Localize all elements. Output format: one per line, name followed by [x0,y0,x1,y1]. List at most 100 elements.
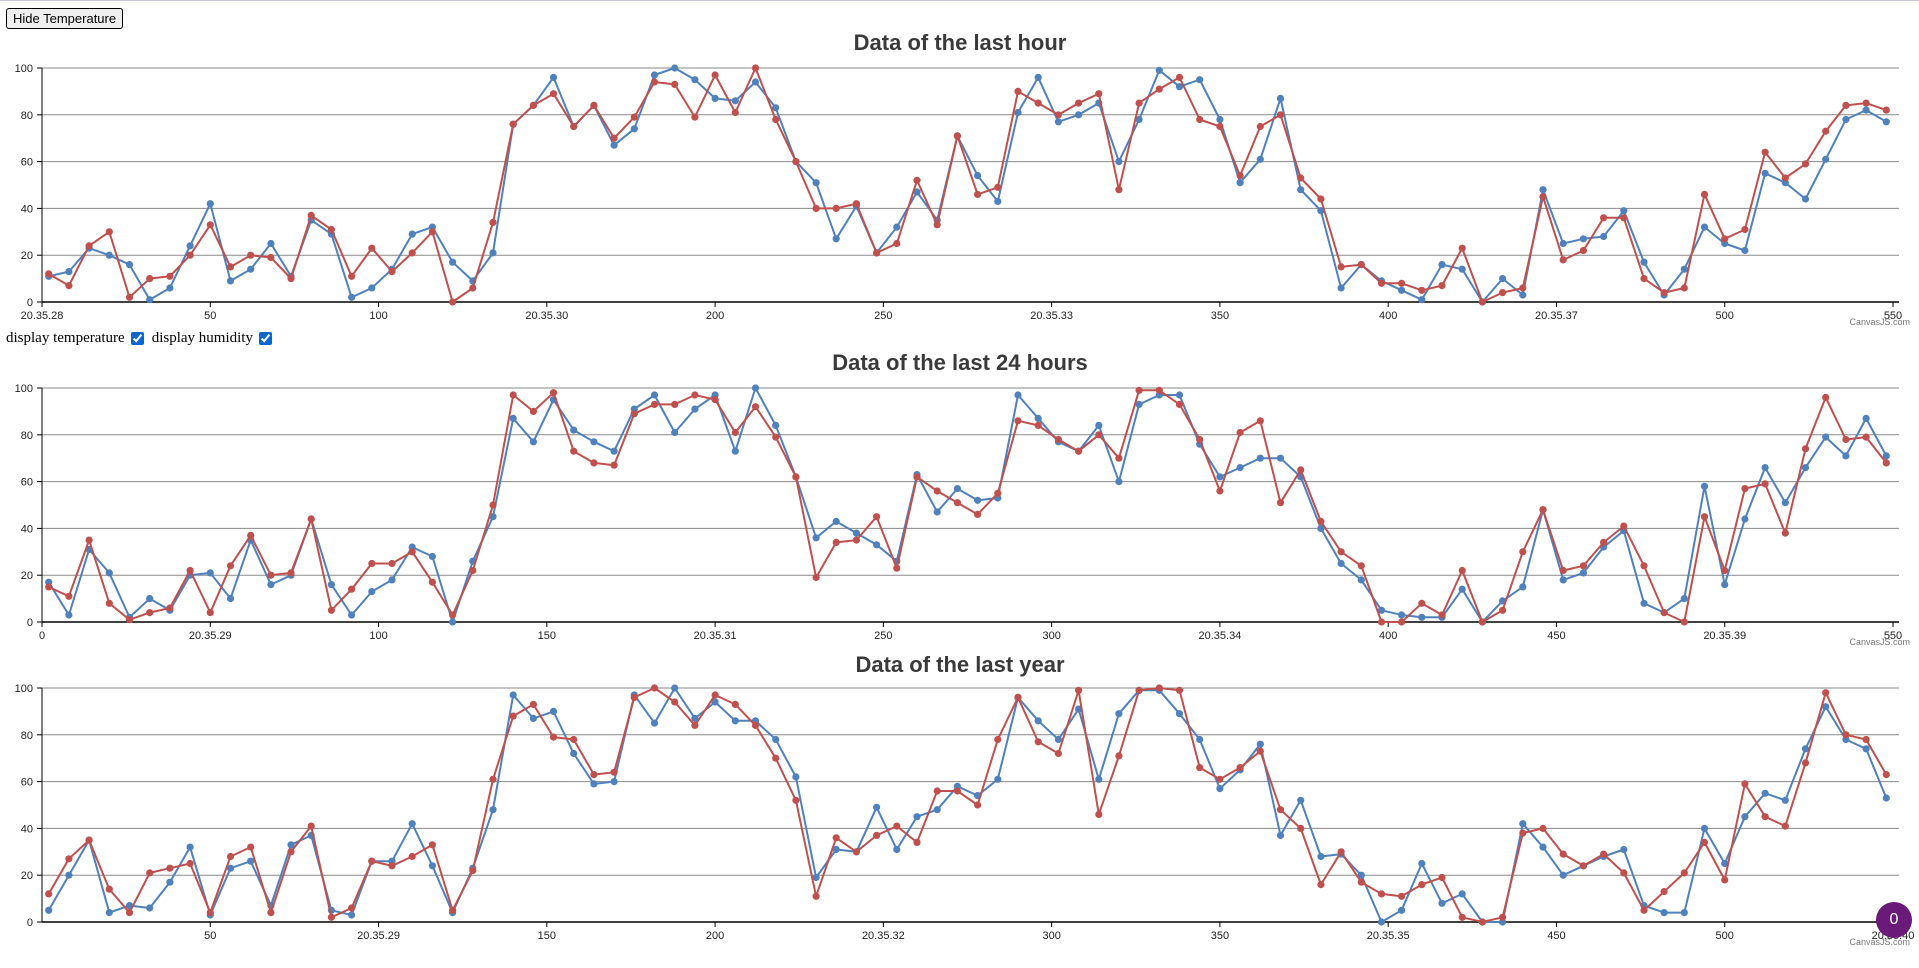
data-point [974,190,982,198]
data-point [792,773,800,781]
series-line-1 [48,67,1887,303]
data-point [1398,286,1406,294]
x-tick-label: 450 [1547,930,1565,942]
data-point [711,71,719,79]
data-point [1256,740,1264,748]
data-point [1882,794,1890,802]
data-point [469,284,477,292]
data-point [1135,99,1143,107]
data-point [933,221,941,229]
data-point [1317,852,1325,861]
data-point [1519,284,1527,292]
data-point [449,906,457,914]
data-point [1014,417,1022,425]
data-point [1822,155,1830,163]
data-point [1014,693,1022,701]
data-point [287,275,295,283]
data-point [1842,452,1850,460]
data-point [772,421,780,429]
data-point [509,691,517,699]
data-point [1276,831,1285,839]
data-point [186,843,194,851]
series-line-1 [48,389,1888,623]
data-point [610,447,618,455]
data-point [1297,174,1305,182]
data-point [267,253,275,262]
data-point [449,258,457,266]
x-tick-label: 50 [204,930,216,942]
data-point [852,536,861,544]
data-point [1297,466,1305,474]
data-point [1761,813,1769,821]
data-point [105,569,113,577]
data-point [671,64,679,72]
data-point [105,599,113,607]
data-point [348,585,356,593]
data-point [893,845,901,854]
data-point [388,559,396,568]
data-point [994,183,1002,191]
chart-title: Data of the last 24 hours [832,350,1088,375]
data-point [1700,838,1709,846]
data-point [893,564,901,572]
x-tick-label: 100 [369,310,387,322]
data-point [247,265,255,273]
data-point [1014,87,1022,95]
data-point [65,871,73,879]
data-point [1034,717,1042,725]
display-humidity-label: display humidity [151,330,253,346]
data-point [1095,775,1103,783]
data-point [1458,890,1466,898]
data-point [1297,796,1305,804]
data-point [1842,101,1850,109]
data-point [1458,585,1466,593]
data-point [650,391,659,399]
data-point [1680,265,1688,273]
y-tick-label: 0 [27,917,33,929]
data-point [1115,454,1123,462]
data-point [1276,454,1285,462]
data-point [1600,214,1608,222]
data-point [933,508,941,516]
notification-badge[interactable]: 0 [1876,902,1912,938]
x-tick-label: 20.35.29 [189,630,232,642]
display-humidity-checkbox[interactable] [258,332,272,345]
data-point [751,384,760,392]
data-point [348,272,356,280]
canvasjs-credit[interactable]: CanvasJS.com [1849,637,1910,646]
hide-temperature-button[interactable]: Hide Temperature [6,8,124,29]
display-temperature-checkbox[interactable] [130,332,144,345]
data-point [529,438,538,446]
data-point [1458,244,1466,252]
data-point [469,866,477,875]
data-point [913,813,921,821]
data-point [812,892,820,900]
data-point [832,235,840,243]
data-point [913,838,921,846]
x-tick-label: 20.35.30 [525,310,568,322]
data-point [1519,583,1527,591]
canvasjs-credit[interactable]: CanvasJS.com [1849,937,1910,947]
data-point [832,517,840,525]
canvasjs-credit[interactable]: CanvasJS.com [1849,317,1910,327]
data-point [1155,85,1163,93]
data-point [1660,609,1668,617]
chart-title: Data of the last year [855,652,1065,677]
data-point [1256,155,1264,163]
data-point [1216,473,1224,481]
data-point [873,513,881,521]
data-point [711,698,719,706]
data-point [1317,195,1325,203]
data-point [1175,83,1184,91]
data-point [873,803,881,811]
data-point [1499,606,1507,614]
data-point [1135,400,1143,408]
data-point [186,251,194,259]
data-point [751,64,760,72]
data-point [166,878,174,886]
data-point [812,204,820,212]
data-point [368,559,376,568]
data-point [1862,106,1870,114]
y-tick-label: 60 [21,777,33,789]
data-point [1054,749,1062,758]
